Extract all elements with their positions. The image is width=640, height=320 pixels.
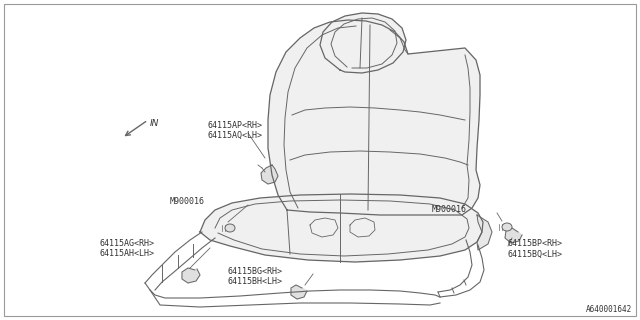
Text: 64115BG<RH>: 64115BG<RH> xyxy=(228,268,283,276)
Polygon shape xyxy=(477,215,492,250)
Ellipse shape xyxy=(502,223,512,231)
Polygon shape xyxy=(320,13,406,73)
Polygon shape xyxy=(182,268,200,283)
Text: 64115AQ<LH>: 64115AQ<LH> xyxy=(207,131,262,140)
Text: 64115AG<RH>: 64115AG<RH> xyxy=(100,239,155,249)
Polygon shape xyxy=(505,228,522,243)
Polygon shape xyxy=(200,194,483,262)
Text: 64115BP<RH>: 64115BP<RH> xyxy=(508,239,563,249)
Ellipse shape xyxy=(225,224,235,232)
Text: 64115AP<RH>: 64115AP<RH> xyxy=(207,121,262,130)
Text: M900016: M900016 xyxy=(170,197,205,206)
Text: M900016: M900016 xyxy=(432,205,467,214)
Text: 64115BH<LH>: 64115BH<LH> xyxy=(228,277,283,286)
Text: IN: IN xyxy=(150,119,159,129)
Text: A640001642: A640001642 xyxy=(586,305,632,314)
Text: 64115AH<LH>: 64115AH<LH> xyxy=(100,250,155,259)
Text: 64115BQ<LH>: 64115BQ<LH> xyxy=(508,250,563,259)
Polygon shape xyxy=(268,20,480,215)
Polygon shape xyxy=(291,285,307,299)
Polygon shape xyxy=(261,165,278,184)
